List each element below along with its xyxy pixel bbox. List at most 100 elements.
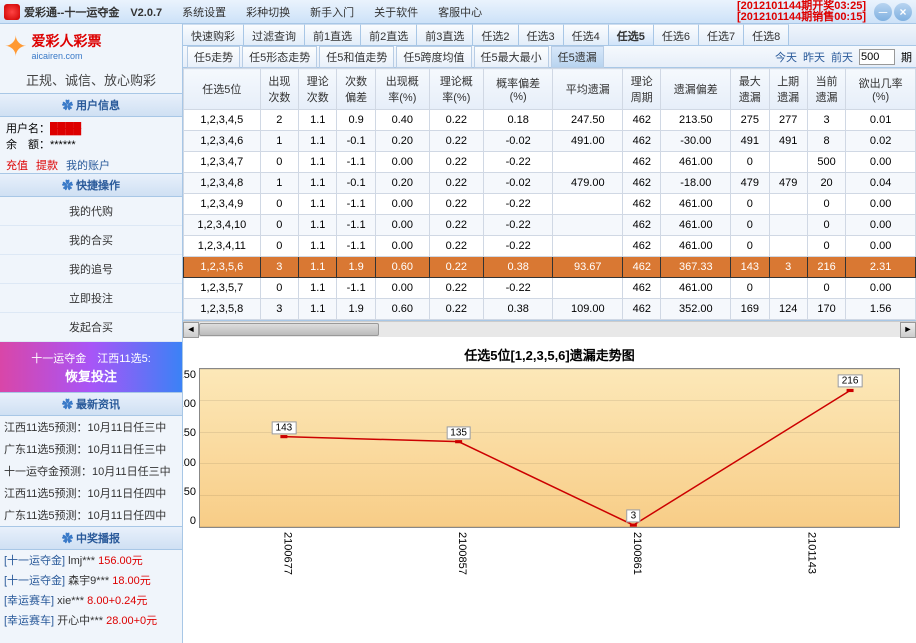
table-cell: 0 (260, 278, 298, 299)
prize-item[interactable]: [幸运赛车] xie*** 8.00+0.24元 (0, 590, 182, 610)
table-cell: 0.20 (375, 131, 429, 152)
table-cell: 0.22 (429, 236, 483, 257)
account-link[interactable]: 我的账户 (66, 157, 110, 173)
column-header: 最大遗漏 (731, 69, 769, 110)
table-cell: -1.1 (337, 152, 375, 173)
table-row[interactable]: 1,2,3,5,701.1-1.10.000.22-0.22462461.000… (184, 278, 916, 299)
sub-tab[interactable]: 任5遗漏 (551, 46, 604, 68)
menu-item[interactable]: 客服中心 (438, 4, 482, 20)
prize-item[interactable]: [幸运赛车] 开心中*** 28.00+0元 (0, 610, 182, 630)
sub-tab[interactable]: 任5走势 (187, 46, 240, 68)
table-cell: 352.00 (661, 299, 731, 320)
horizontal-scrollbar[interactable]: ◄► (183, 321, 916, 337)
main-tab[interactable]: 任选2 (473, 24, 518, 45)
menu-item[interactable]: 系统设置 (182, 4, 226, 20)
quick-button[interactable]: 立即投注 (0, 284, 182, 313)
table-row[interactable]: 1,2,3,5,631.11.90.600.220.3893.67462367.… (184, 257, 916, 278)
table-cell: 462 (623, 299, 661, 320)
table-cell: -18.00 (661, 173, 731, 194)
table-cell: 491.00 (553, 131, 623, 152)
recharge-link[interactable]: 充值 (6, 157, 28, 173)
table-row[interactable]: 1,2,3,4,1101.1-1.10.000.22-0.22462461.00… (184, 236, 916, 257)
table-cell: -1.1 (337, 236, 375, 257)
table-cell: 0.22 (429, 131, 483, 152)
table-row[interactable]: 1,2,3,4,811.1-0.10.200.22-0.02479.00462-… (184, 173, 916, 194)
main-tab[interactable]: 任选3 (519, 24, 564, 45)
main-tab[interactable]: 任选5 (609, 24, 654, 45)
period-input[interactable] (859, 49, 895, 65)
table-cell: 1,2,3,4,11 (184, 236, 261, 257)
yesterday-link[interactable]: 昨天 (803, 49, 825, 65)
promo-banner[interactable]: 十一运夺金 江西11选5:恢复投注 (0, 342, 182, 392)
quick-button[interactable]: 我的合买 (0, 226, 182, 255)
period-suffix: 期 (901, 49, 912, 65)
main-tab[interactable]: 前1直选 (305, 24, 361, 45)
minimize-button[interactable]: ─ (874, 3, 892, 21)
chart-marker: 3 (627, 509, 641, 522)
table-row[interactable]: 1,2,3,4,521.10.90.400.220.18247.50462213… (184, 110, 916, 131)
table-cell: 0.00 (375, 194, 429, 215)
column-header: 理论周期 (623, 69, 661, 110)
main-tab[interactable]: 任选7 (699, 24, 744, 45)
table-cell: 461.00 (661, 215, 731, 236)
table-cell: 1,2,3,5,6 (184, 257, 261, 278)
table-cell: 0.00 (846, 194, 916, 215)
table-cell: 0.22 (429, 194, 483, 215)
table-cell: 1,2,3,5,7 (184, 278, 261, 299)
table-cell: 461.00 (661, 194, 731, 215)
main-tab[interactable]: 快速购彩 (183, 24, 244, 45)
column-header: 次数偏差 (337, 69, 375, 110)
table-cell (769, 152, 807, 173)
close-button[interactable]: × (894, 3, 912, 21)
before-link[interactable]: 前天 (831, 49, 853, 65)
sub-tab[interactable]: 任5和值走势 (319, 46, 394, 68)
trend-chart: 250200150100500 1431353216 2100677210085… (199, 368, 900, 528)
quick-button[interactable]: 我的代购 (0, 197, 182, 226)
main-tab[interactable]: 过滤查询 (244, 24, 305, 45)
table-row[interactable]: 1,2,3,5,831.11.90.600.220.38109.00462352… (184, 299, 916, 320)
prize-item[interactable]: [十一运夺金] 森宇9*** 18.00元 (0, 570, 182, 590)
table-cell: 462 (623, 173, 661, 194)
table-row[interactable]: 1,2,3,4,701.1-1.10.000.22-0.22462461.000… (184, 152, 916, 173)
news-item[interactable]: 广东11选5预测：10月11日任三中 (0, 438, 182, 460)
table-cell: 479 (769, 173, 807, 194)
table-cell: 1.1 (299, 257, 337, 278)
status-info: [2012101144期开奖03:25][2012101144期销售00:15] (737, 1, 866, 23)
news-item[interactable]: 广东11选5预测：10月11日任四中 (0, 504, 182, 526)
main-tab[interactable]: 任选4 (564, 24, 609, 45)
table-cell: 277 (769, 110, 807, 131)
table-row[interactable]: 1,2,3,4,1001.1-1.10.000.22-0.22462461.00… (184, 215, 916, 236)
quick-button[interactable]: 发起合买 (0, 313, 182, 342)
table-cell: 0.01 (846, 110, 916, 131)
main-tab[interactable]: 前2直选 (361, 24, 417, 45)
withdraw-link[interactable]: 提款 (36, 157, 58, 173)
sub-tab[interactable]: 任5最大最小 (474, 46, 549, 68)
sub-tab[interactable]: 任5形态走势 (242, 46, 317, 68)
main-tabs: 快速购彩过滤查询前1直选前2直选前3直选任选2任选3任选4任选5任选6任选7任选… (183, 24, 916, 46)
menu-item[interactable]: 关于软件 (374, 4, 418, 20)
sub-tab[interactable]: 任5跨度均值 (396, 46, 471, 68)
table-cell: 3 (260, 257, 298, 278)
table-cell: 0 (260, 236, 298, 257)
prize-item[interactable]: [十一运夺金] lmj*** 156.00元 (0, 550, 182, 570)
table-cell: 0.60 (375, 257, 429, 278)
menu-item[interactable]: 彩种切换 (246, 4, 290, 20)
table-cell: 0.00 (846, 152, 916, 173)
today-link[interactable]: 今天 (775, 49, 797, 65)
main-tab[interactable]: 任选8 (744, 24, 789, 45)
main-tab[interactable]: 前3直选 (417, 24, 473, 45)
news-item[interactable]: 江西11选5预测：10月11日任四中 (0, 482, 182, 504)
news-item[interactable]: 十一运夺金预测：10月11日任三中 (0, 460, 182, 482)
quick-button[interactable]: 我的追号 (0, 255, 182, 284)
table-cell: 1,2,3,4,6 (184, 131, 261, 152)
table-cell: 0.04 (846, 173, 916, 194)
menu-item[interactable]: 新手入门 (310, 4, 354, 20)
news-item[interactable]: 江西11选5预测：10月11日任三中 (0, 416, 182, 438)
main-tab[interactable]: 任选6 (654, 24, 699, 45)
table-cell: 0.9 (337, 110, 375, 131)
table-cell: 124 (769, 299, 807, 320)
table-row[interactable]: 1,2,3,4,901.1-1.10.000.22-0.22462461.000… (184, 194, 916, 215)
table-row[interactable]: 1,2,3,4,611.1-0.10.200.22-0.02491.00462-… (184, 131, 916, 152)
column-header: 欲出几率(%) (846, 69, 916, 110)
table-cell: 1,2,3,4,9 (184, 194, 261, 215)
